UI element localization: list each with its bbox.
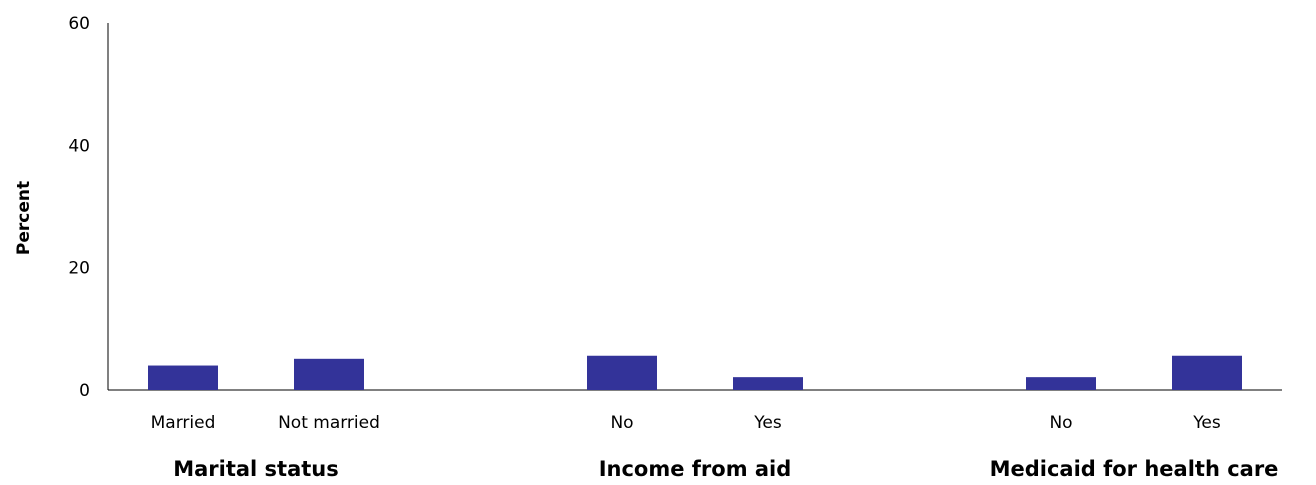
y-tick-label: 60 [68,14,90,34]
y-axis-label: Percent [14,181,34,255]
group-label: Marital status [173,457,339,481]
category-label: Not married [278,413,380,433]
category-label: Yes [753,413,782,433]
y-tick-label: 20 [68,259,90,279]
bar [148,365,218,390]
group-label: Medicaid for health care [990,457,1279,481]
y-axis: 0 20 40 60 [68,14,109,401]
bars [148,355,1242,390]
y-tick-label: 40 [68,136,90,156]
category-label: Yes [1192,413,1221,433]
bar [294,358,364,390]
category-label: No [1049,413,1072,433]
category-label: Married [151,413,216,433]
bar [1026,377,1096,390]
category-label: No [610,413,633,433]
bar [733,377,803,390]
labels: Married Not married Marital status No Yes Inc… [151,413,1279,481]
bar [587,355,657,390]
bar [1172,355,1242,390]
y-tick-label: 0 [79,381,90,401]
group-label: Income from aid [599,457,792,481]
